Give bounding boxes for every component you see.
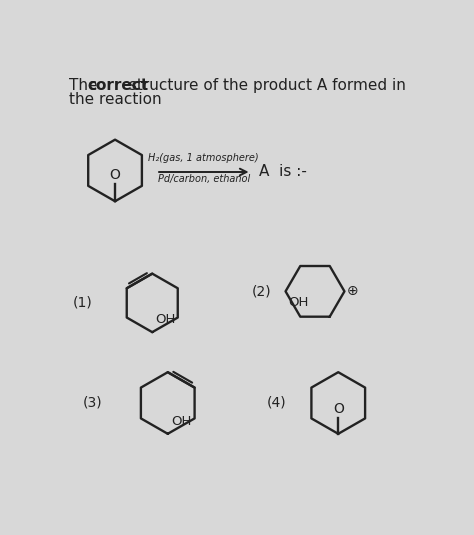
- Text: OH: OH: [155, 313, 176, 326]
- Text: ⊕: ⊕: [346, 284, 358, 299]
- Text: O: O: [333, 402, 344, 416]
- Text: correct: correct: [87, 78, 148, 93]
- Text: (3): (3): [82, 396, 102, 410]
- Text: Pd/carbon, ethanol: Pd/carbon, ethanol: [158, 174, 250, 185]
- Text: A  is :-: A is :-: [259, 164, 307, 180]
- Text: OH: OH: [289, 296, 309, 309]
- Text: (2): (2): [251, 284, 271, 299]
- Text: the reaction: the reaction: [69, 92, 161, 107]
- Text: H₂(gas, 1 atmosphere): H₂(gas, 1 atmosphere): [148, 153, 259, 163]
- Text: OH: OH: [171, 415, 191, 427]
- Text: The: The: [69, 78, 102, 93]
- Text: (4): (4): [267, 396, 287, 410]
- Text: O: O: [109, 168, 120, 182]
- Text: structure of the product A formed in: structure of the product A formed in: [124, 78, 406, 93]
- Text: (1): (1): [73, 296, 93, 310]
